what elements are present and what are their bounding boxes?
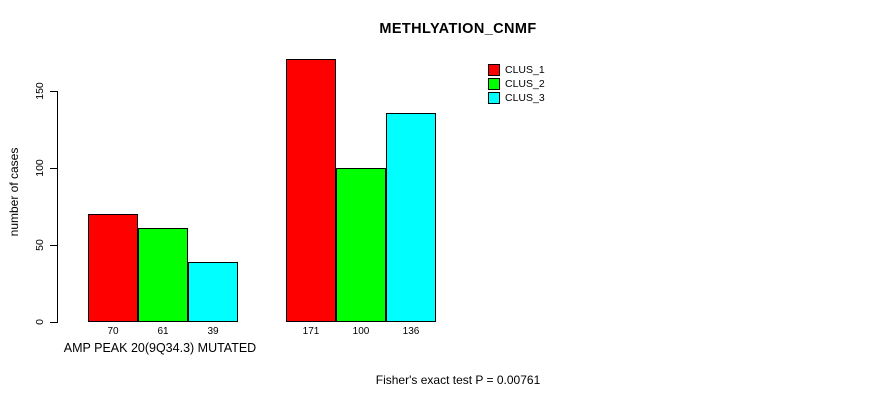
y-tick-label: 100 bbox=[34, 159, 46, 177]
legend-swatch-icon bbox=[488, 92, 500, 104]
legend-row: CLUS_2 bbox=[488, 77, 545, 91]
bar-value-label: 70 bbox=[107, 326, 119, 337]
y-tick-label: 150 bbox=[34, 82, 46, 100]
legend-swatch-icon bbox=[488, 64, 500, 76]
x-group-label: AMP PEAK 20(9Q34.3) MUTATED bbox=[63, 341, 257, 355]
bar-clus_3-group2 bbox=[386, 112, 436, 322]
y-axis-line bbox=[57, 91, 58, 323]
bar-value-label: 136 bbox=[402, 326, 420, 337]
bar-clus_2-group2 bbox=[336, 168, 386, 322]
legend-swatch-icon bbox=[488, 78, 500, 90]
bar-clus_2-group1 bbox=[138, 228, 188, 322]
bar-value-label: 39 bbox=[207, 326, 219, 337]
footer-annotation: Fisher's exact test P = 0.00761 bbox=[375, 373, 541, 387]
y-axis-label: number of cases bbox=[7, 147, 21, 237]
legend-label: CLUS_1 bbox=[505, 64, 545, 76]
y-tick bbox=[50, 91, 57, 92]
bar-value-label: 61 bbox=[157, 326, 169, 337]
legend-label: CLUS_3 bbox=[505, 92, 545, 104]
legend-row: CLUS_3 bbox=[488, 91, 545, 105]
chart-title: METHLYATION_CNMF bbox=[379, 21, 537, 37]
bar-value-label: 171 bbox=[302, 326, 320, 337]
y-tick bbox=[50, 168, 57, 169]
y-tick bbox=[50, 245, 57, 246]
y-tick-label: 0 bbox=[34, 319, 46, 325]
bar-clus_3-group1 bbox=[188, 261, 238, 322]
bar-value-label: 100 bbox=[352, 326, 370, 337]
y-tick bbox=[50, 322, 57, 323]
bar-clus_1-group2 bbox=[286, 58, 336, 322]
y-tick-label: 50 bbox=[34, 239, 46, 251]
legend: CLUS_1 CLUS_2 CLUS_3 bbox=[488, 63, 545, 105]
legend-label: CLUS_2 bbox=[505, 78, 545, 90]
legend-row: CLUS_1 bbox=[488, 63, 545, 77]
bar-clus_1-group1 bbox=[88, 214, 138, 322]
